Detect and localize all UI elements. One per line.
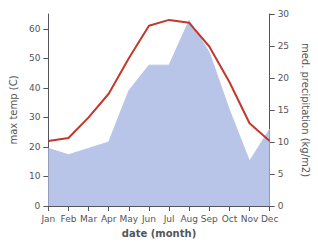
svg-text:Dec: Dec <box>261 214 278 224</box>
svg-text:15: 15 <box>278 105 289 115</box>
svg-text:10: 10 <box>278 137 290 147</box>
svg-text:Jul: Jul <box>163 214 175 224</box>
svg-text:Apr: Apr <box>101 214 117 224</box>
svg-text:20: 20 <box>29 142 41 152</box>
svg-text:0: 0 <box>35 201 41 211</box>
svg-text:Feb: Feb <box>61 214 77 224</box>
svg-text:10: 10 <box>29 171 41 181</box>
svg-text:May: May <box>120 214 139 224</box>
svg-text:Oct: Oct <box>222 214 238 224</box>
svg-text:max temp (C): max temp (C) <box>8 75 19 144</box>
svg-text:Sep: Sep <box>201 214 218 224</box>
svg-text:0: 0 <box>278 201 284 211</box>
svg-text:20: 20 <box>278 73 290 83</box>
svg-text:med. precipitation (kg/m2): med. precipitation (kg/m2) <box>300 43 311 177</box>
svg-text:30: 30 <box>278 9 290 19</box>
svg-text:40: 40 <box>29 83 41 93</box>
svg-text:Nov: Nov <box>241 214 259 224</box>
svg-text:60: 60 <box>29 24 41 34</box>
svg-text:Jun: Jun <box>141 214 156 224</box>
svg-text:Jan: Jan <box>40 214 55 224</box>
svg-text:30: 30 <box>29 112 41 122</box>
svg-text:Aug: Aug <box>180 214 198 224</box>
svg-text:Mar: Mar <box>80 214 97 224</box>
svg-text:5: 5 <box>278 169 284 179</box>
svg-text:date (month): date (month) <box>122 228 196 239</box>
svg-text:50: 50 <box>29 53 41 63</box>
svg-text:25: 25 <box>278 41 289 51</box>
